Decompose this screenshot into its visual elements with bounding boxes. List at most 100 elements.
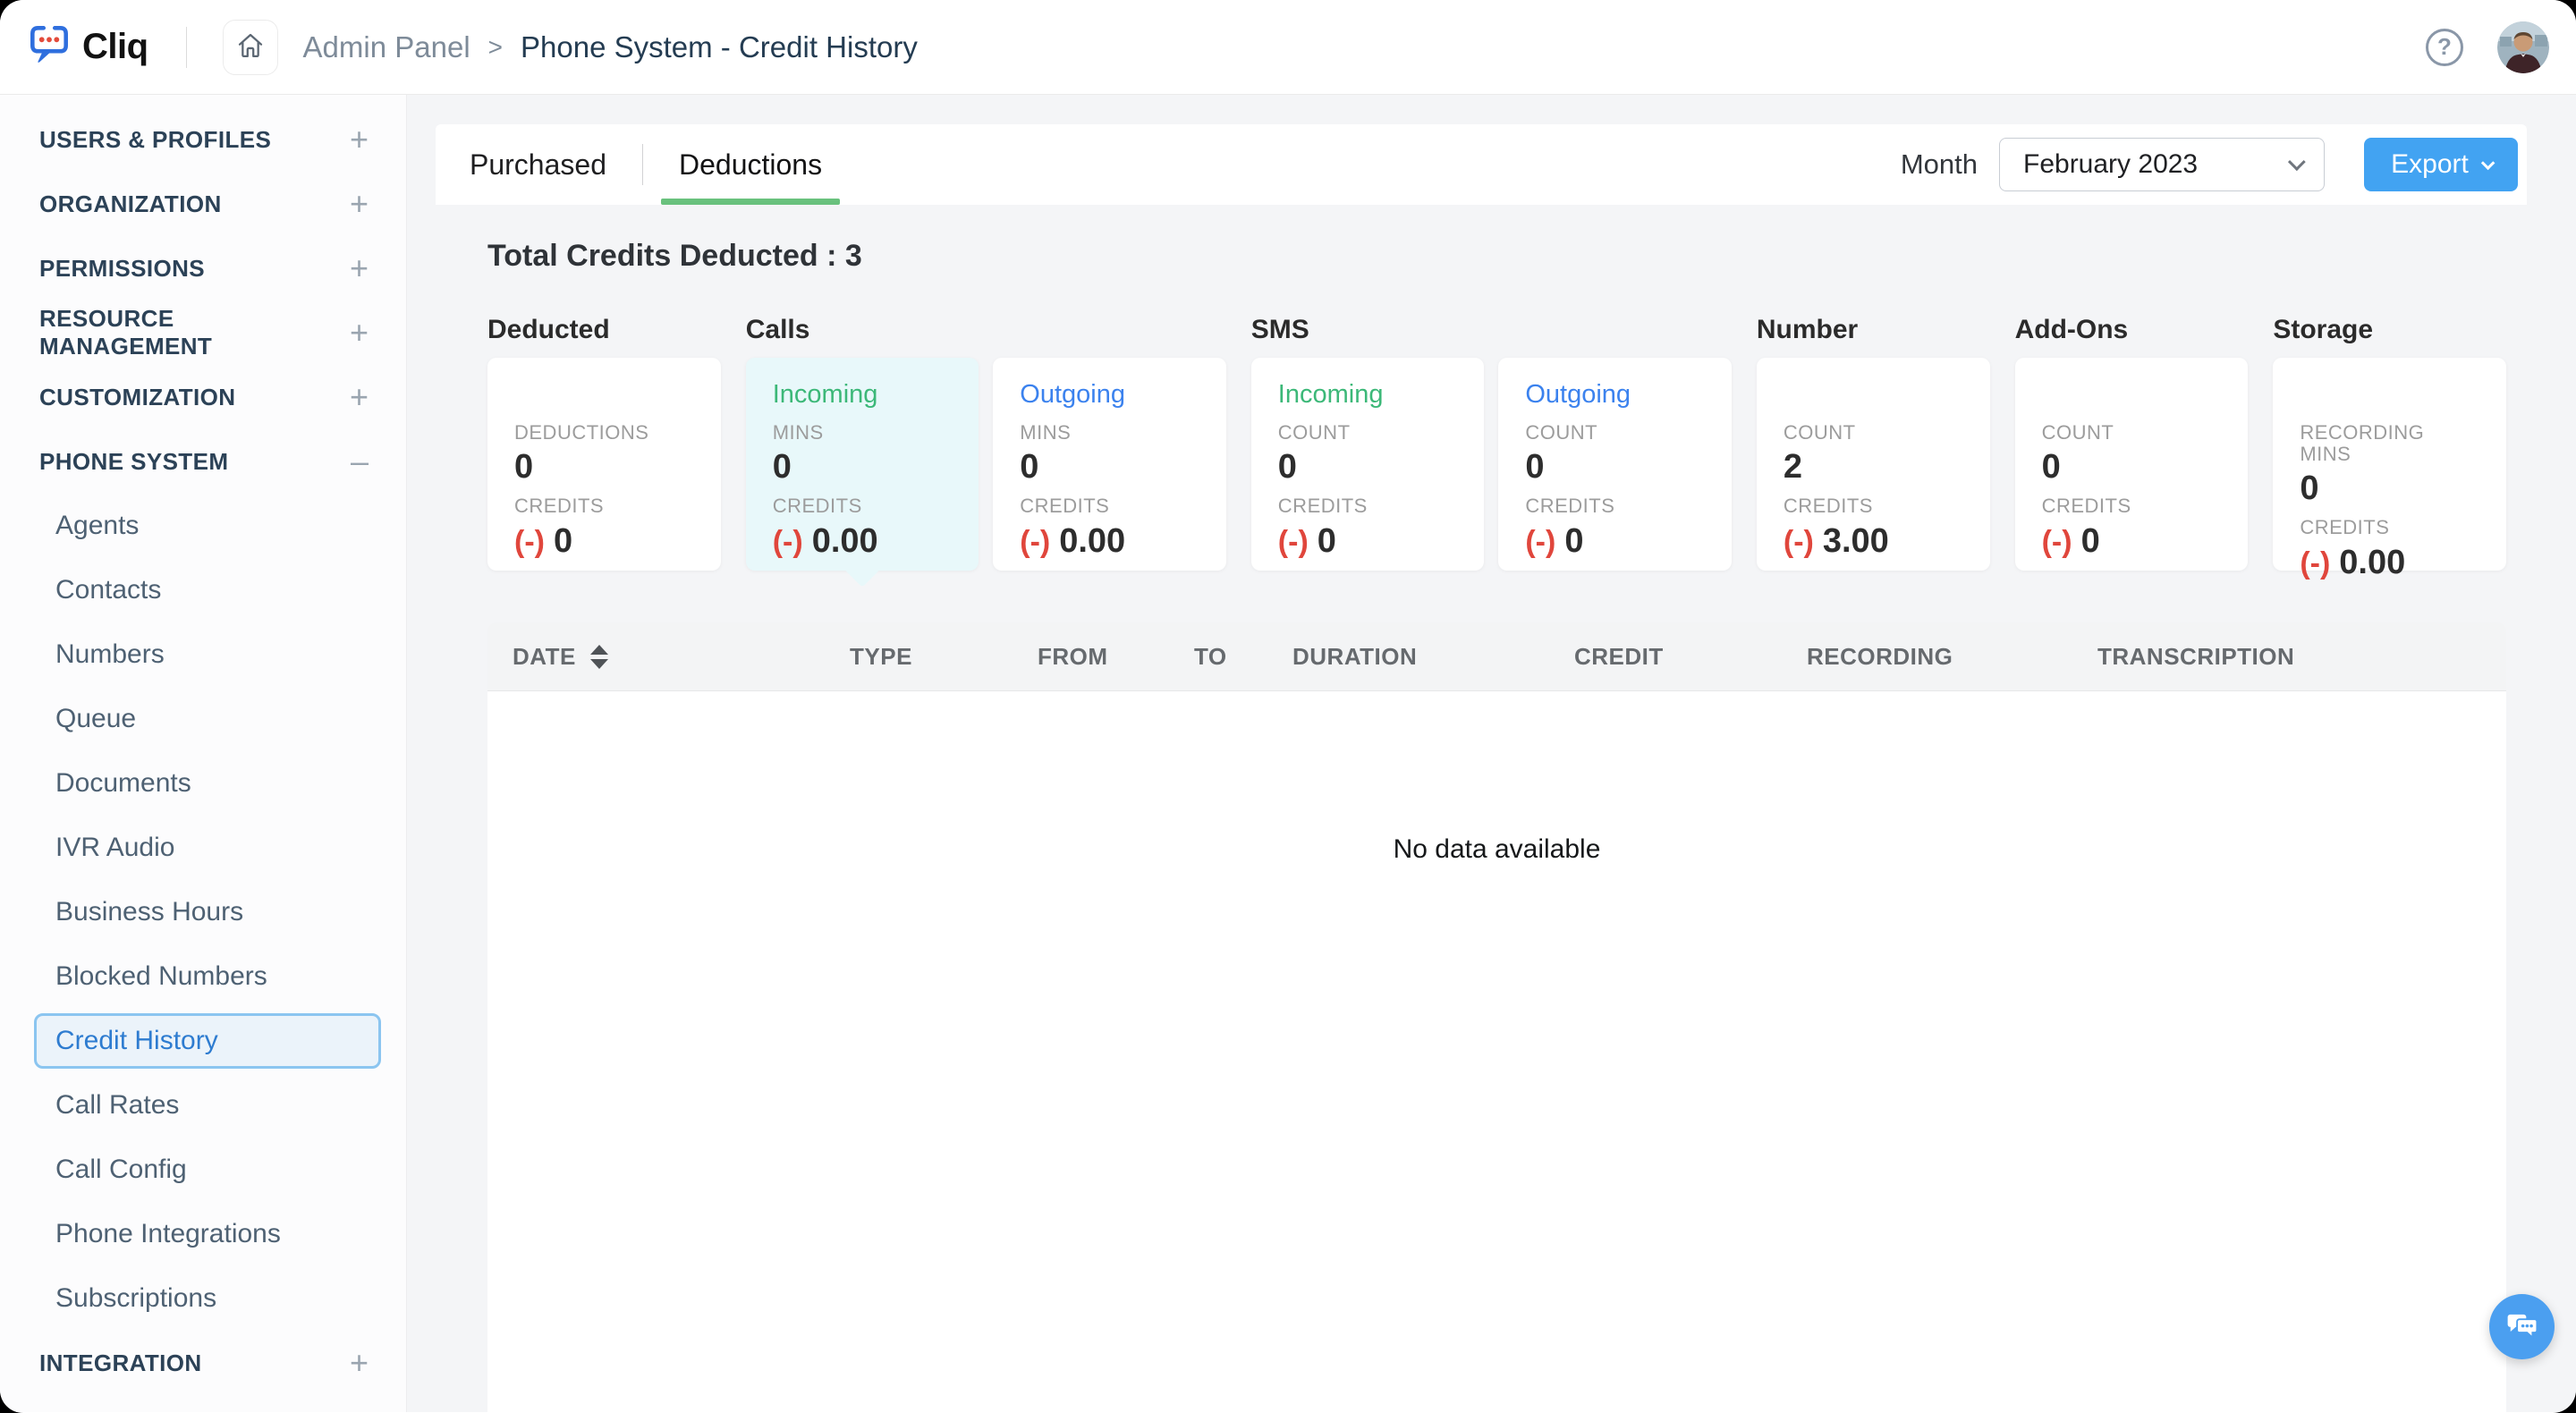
group-calls: Calls Incoming MINS 0 CREDITS (-)0.00 (746, 315, 1226, 571)
metric-label: DEDUCTIONS (514, 422, 694, 444)
plus-icon[interactable]: + (350, 123, 369, 156)
metric-label: MINS (773, 422, 953, 444)
metric-value: 0 (2300, 469, 2479, 508)
negative-prefix: (-) (1278, 525, 1309, 560)
avatar[interactable] (2497, 21, 2549, 73)
tab-deductions[interactable]: Deductions (679, 124, 822, 205)
plus-icon[interactable]: + (350, 317, 369, 349)
sidebar-section-customization[interactable]: CUSTOMIZATION + (0, 365, 406, 429)
negative-prefix: (-) (1020, 525, 1050, 560)
card-sms-outgoing[interactable]: Outgoing COUNT 0 CREDITS (-)0 (1498, 358, 1732, 571)
breadcrumb: Admin Panel > Phone System - Credit Hist… (303, 30, 918, 64)
card-add-ons[interactable]: COUNT 0 CREDITS (-)0 (2015, 358, 2249, 571)
plus-icon[interactable]: + (350, 252, 369, 284)
chevron-down-icon (2481, 156, 2496, 170)
sidebar-item-call-rates[interactable]: Call Rates (0, 1073, 406, 1138)
credits-value: 0.00 (812, 522, 878, 561)
section-label: CUSTOMIZATION (39, 384, 235, 411)
summary-cards: Deducted DEDUCTIONS 0 CREDITS (-) 0 (487, 315, 2506, 571)
export-button[interactable]: Export (2364, 138, 2518, 191)
card-calls-outgoing[interactable]: Outgoing MINS 0 CREDITS (-)0.00 (993, 358, 1226, 571)
help-icon[interactable]: ? (2426, 29, 2463, 66)
sidebar-item-phone-integrations[interactable]: Phone Integrations (0, 1202, 406, 1266)
metric-label: COUNT (1784, 422, 1963, 444)
sidebar-section-users-profiles[interactable]: USERS & PROFILES + (0, 107, 406, 172)
home-button[interactable] (223, 20, 278, 75)
section-label: USERS & PROFILES (39, 126, 271, 154)
column-transcription: TRANSCRIPTION (2097, 643, 2506, 671)
group-label: SMS (1251, 315, 1732, 349)
sidebar-item-agents[interactable]: Agents (0, 494, 406, 558)
deductions-table: DATE TYPE FROM TO DURATION CREDIT RECORD… (487, 622, 2506, 1412)
breadcrumb-separator: > (488, 33, 503, 62)
chat-fab-button[interactable] (2489, 1294, 2555, 1359)
sidebar-section-resource-management[interactable]: RESOURCE MANAGEMENT + (0, 300, 406, 365)
credits-value: 0.00 (2339, 544, 2405, 582)
column-from: FROM (1038, 643, 1194, 671)
month-select[interactable]: February 2023 (1999, 138, 2325, 191)
topbar: Cliq Admin Panel > Phone System - Credit… (0, 0, 2576, 95)
negative-prefix: (-) (2042, 525, 2072, 560)
month-label: Month (1901, 148, 1978, 181)
topbar-actions: ? (2426, 21, 2549, 73)
group-label: Deducted (487, 315, 721, 349)
breadcrumb-admin-panel[interactable]: Admin Panel (303, 30, 470, 64)
sidebar-item-ivr-audio[interactable]: IVR Audio (0, 816, 406, 880)
credits-label: CREDITS (2300, 517, 2479, 538)
column-date[interactable]: DATE (487, 643, 850, 671)
plus-icon[interactable]: + (350, 381, 369, 413)
sidebar-item-blocked-numbers[interactable]: Blocked Numbers (0, 944, 406, 1009)
sidebar-item-numbers[interactable]: Numbers (0, 622, 406, 687)
credits-label: CREDITS (2042, 495, 2222, 517)
card-storage[interactable]: RECORDING MINS 0 CREDITS (-)0.00 (2273, 358, 2506, 571)
sidebar-section-organization[interactable]: ORGANIZATION + (0, 172, 406, 236)
home-icon (236, 31, 265, 63)
group-label: Storage (2273, 315, 2506, 349)
plus-icon[interactable]: + (350, 1347, 369, 1379)
sort-icon[interactable] (590, 645, 608, 669)
empty-state-message: No data available (1394, 834, 1601, 1412)
negative-prefix: (-) (514, 525, 545, 560)
card-sms-incoming[interactable]: Incoming COUNT 0 CREDITS (-)0 (1251, 358, 1485, 571)
card-title: Outgoing (1020, 379, 1199, 410)
section-label: INTEGRATION (39, 1350, 202, 1377)
credits-label: CREDITS (1784, 495, 1963, 517)
content: Purchased Deductions Month February 2023… (407, 95, 2576, 1412)
group-sms: SMS Incoming COUNT 0 CREDITS (-)0 Outgoi… (1251, 315, 1732, 571)
sidebar-item-subscriptions[interactable]: Subscriptions (0, 1266, 406, 1331)
section-label: PHONE SYSTEM (39, 448, 228, 476)
sidebar-section-integration[interactable]: INTEGRATION + (0, 1331, 406, 1395)
group-deducted: Deducted DEDUCTIONS 0 CREDITS (-)0 (487, 315, 721, 571)
sidebar-item-call-config[interactable]: Call Config (0, 1138, 406, 1202)
credits-value: 0 (554, 522, 572, 561)
tab-purchased[interactable]: Purchased (470, 124, 606, 205)
tab-purchased-label: Purchased (470, 148, 606, 182)
group-label: Number (1757, 315, 1990, 349)
sidebar-item-contacts[interactable]: Contacts (0, 558, 406, 622)
credits-value: 0 (1564, 522, 1583, 561)
column-label: DATE (513, 643, 576, 671)
card-calls-incoming[interactable]: Incoming MINS 0 CREDITS (-)0.00 (746, 358, 979, 571)
section-label: ORGANIZATION (39, 190, 222, 218)
sidebar-section-permissions[interactable]: PERMISSIONS + (0, 236, 406, 300)
card-number[interactable]: COUNT 2 CREDITS (-)3.00 (1757, 358, 1990, 571)
card-deducted[interactable]: DEDUCTIONS 0 CREDITS (-)0 (487, 358, 721, 571)
column-duration: DURATION (1292, 643, 1574, 671)
sidebar-item-business-hours[interactable]: Business Hours (0, 880, 406, 944)
card-title: Outgoing (1525, 379, 1705, 410)
brand: Cliq (25, 21, 148, 73)
sidebar-item-queue[interactable]: Queue (0, 687, 406, 751)
card-title (514, 379, 694, 410)
sidebar-section-phone-system[interactable]: PHONE SYSTEM – (0, 429, 406, 494)
minus-icon[interactable]: – (351, 445, 369, 478)
plus-icon[interactable]: + (350, 188, 369, 220)
section-label: RESOURCE MANAGEMENT (39, 305, 350, 360)
cliq-logo-icon (25, 21, 73, 73)
table-header: DATE TYPE FROM TO DURATION CREDIT RECORD… (487, 622, 2506, 691)
sidebar-item-documents[interactable]: Documents (0, 751, 406, 816)
summary-title: Total Credits Deducted : 3 (487, 239, 2506, 274)
column-recording: RECORDING (1807, 643, 2097, 671)
chevron-down-icon (2288, 153, 2306, 171)
sidebar-item-credit-history[interactable]: Credit History (34, 1013, 381, 1069)
page-title: Phone System - Credit History (521, 30, 918, 64)
